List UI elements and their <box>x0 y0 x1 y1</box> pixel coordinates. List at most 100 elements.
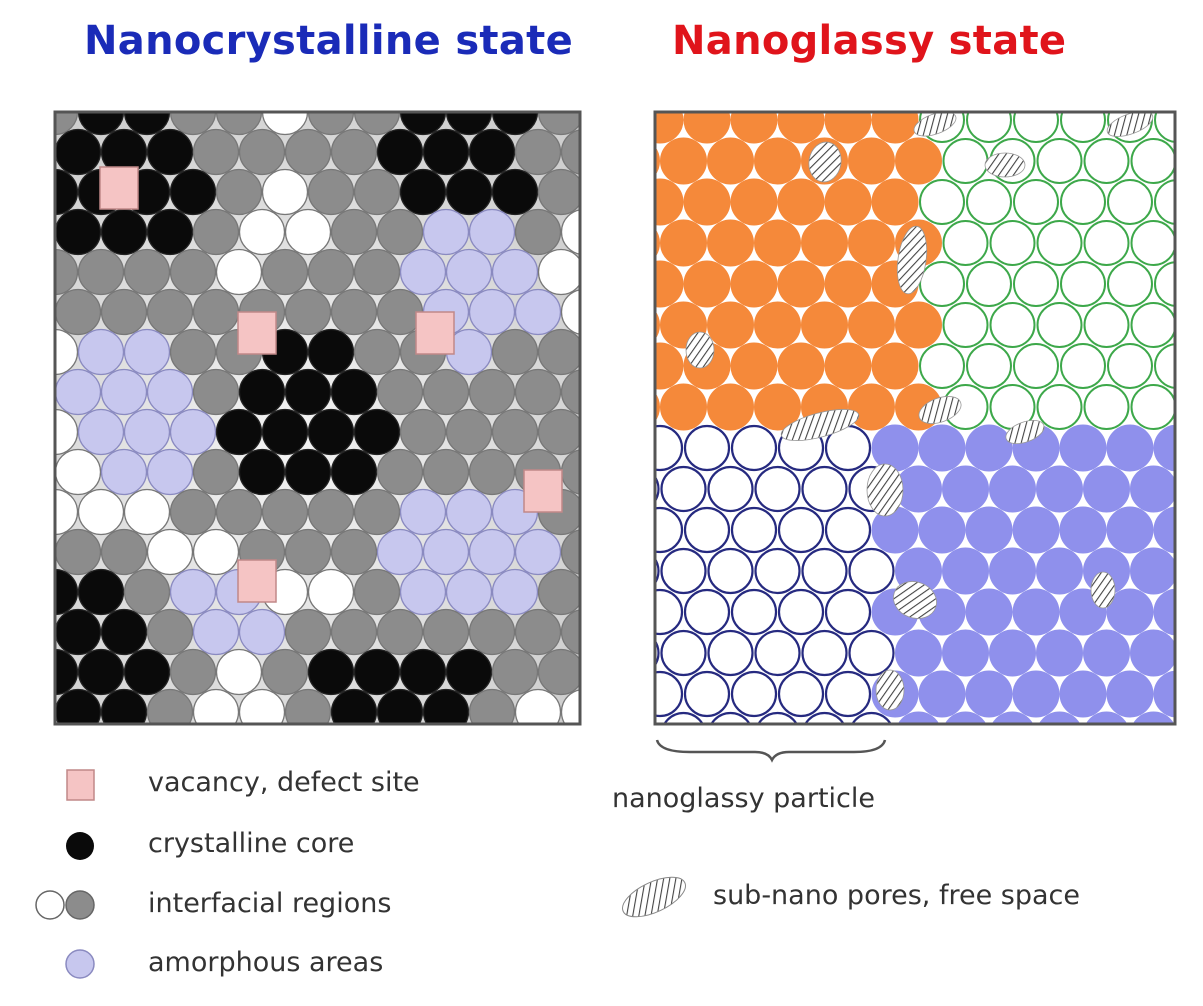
particle-circle <box>468 208 516 256</box>
particle-circle <box>307 328 355 376</box>
particle-circle <box>55 368 102 416</box>
particle-circle <box>537 648 580 696</box>
particle-circle <box>539 730 584 775</box>
particle-circle <box>169 328 217 376</box>
crystalline-legend-icon <box>66 832 94 860</box>
periwinkle-particle <box>1178 630 1203 676</box>
orange-particle <box>871 342 919 390</box>
particle-brace <box>655 739 887 763</box>
particle-circle <box>537 328 580 376</box>
particle-circle <box>353 648 401 696</box>
particle-circle <box>537 248 580 296</box>
particle-circle <box>560 529 580 575</box>
particle-circle <box>123 488 171 536</box>
navy-ring-particle <box>655 588 684 636</box>
navy-ring-particle <box>824 588 872 636</box>
particle-circle <box>514 688 562 724</box>
particle-circle <box>422 448 470 496</box>
navy-ring-particle <box>801 547 848 595</box>
navy-ring-particle <box>683 588 731 636</box>
periwinkle-particle <box>871 424 919 472</box>
particle-circle <box>468 368 516 416</box>
particle-circle <box>514 288 562 336</box>
particle-circle <box>307 248 355 296</box>
particle-circle <box>585 330 630 375</box>
periwinkle-particle <box>1178 466 1203 512</box>
particle-circle <box>560 449 580 495</box>
particle-circle <box>445 168 493 216</box>
navy-ring-particle <box>683 670 731 718</box>
particle-circle <box>284 688 332 724</box>
particle-circle <box>215 408 263 456</box>
orange-particle <box>824 260 872 308</box>
particle-circle <box>100 448 148 496</box>
particle-circle <box>55 488 79 536</box>
particle-circle <box>422 128 470 176</box>
green-ring-particle <box>1060 179 1106 225</box>
navy-ring-particle <box>660 465 707 513</box>
particle-circle <box>585 90 630 135</box>
particle-circle <box>100 608 148 656</box>
orange-particle <box>660 137 707 185</box>
orange-particle <box>895 137 942 185</box>
legend-interfacial-label: interfacial regions <box>148 888 392 919</box>
particle-circle <box>0 650 32 695</box>
green-ring-particle <box>1154 343 1175 389</box>
periwinkle-particle <box>1106 424 1154 472</box>
green-ring-particle <box>966 112 1012 143</box>
particle-circle <box>560 129 580 175</box>
legend-vacancy-label: vacancy, defect site <box>148 767 420 798</box>
green-ring-particle <box>1179 221 1203 265</box>
green-ring-particle <box>1107 179 1153 225</box>
particle-circle <box>399 568 447 616</box>
navy-ring-particle <box>591 672 635 716</box>
particle-circle <box>514 128 562 176</box>
particle-circle <box>55 648 79 696</box>
green-ring-particle <box>989 302 1036 348</box>
orange-particle <box>801 301 848 349</box>
particle-circle <box>238 688 286 724</box>
particle-circle <box>537 568 580 616</box>
periwinkle-particle <box>1012 588 1060 636</box>
particle-circle <box>608 610 653 655</box>
navy-ring-particle <box>848 629 895 677</box>
periwinkle-particle <box>1178 548 1203 594</box>
navy-ring-particle <box>824 670 872 718</box>
particle-circle <box>123 408 171 456</box>
particle-circle <box>169 112 217 136</box>
orange-particle <box>655 392 660 422</box>
particle-circle <box>585 650 630 695</box>
green-ring-particle <box>1013 112 1059 143</box>
particle-circle <box>468 288 516 336</box>
nanocrystalline-panel <box>0 90 653 775</box>
green-ring-particle <box>1130 384 1175 430</box>
periwinkle-particle <box>1012 670 1060 718</box>
periwinkle-particle <box>944 711 987 724</box>
orange-particle <box>655 228 660 258</box>
orange-particle <box>754 137 801 185</box>
particle-circle <box>608 370 653 415</box>
periwinkle-particle <box>895 629 942 677</box>
particle-circle <box>307 112 355 136</box>
particle-circle <box>445 648 493 696</box>
orange-particle <box>824 342 872 390</box>
periwinkle-particle <box>1130 547 1175 595</box>
green-ring-particle <box>1179 139 1203 183</box>
orange-particle <box>848 137 895 185</box>
orange-particle <box>754 219 801 267</box>
particle-circle <box>192 688 240 724</box>
particle-circle <box>238 128 286 176</box>
orange-particle <box>590 179 636 225</box>
particle-circle <box>307 648 355 696</box>
navy-ring-particle <box>660 547 707 595</box>
sub-nano-pore <box>913 112 957 137</box>
particle-circle <box>77 328 125 376</box>
orange-particle <box>655 146 660 176</box>
particle-circle <box>55 408 79 456</box>
particle-circle <box>0 90 32 135</box>
particle-circle <box>376 448 424 496</box>
particle-circle <box>560 289 580 335</box>
navy-ring-particle <box>683 424 731 472</box>
green-ring-particle <box>1036 220 1083 266</box>
particle-circle <box>514 528 562 576</box>
